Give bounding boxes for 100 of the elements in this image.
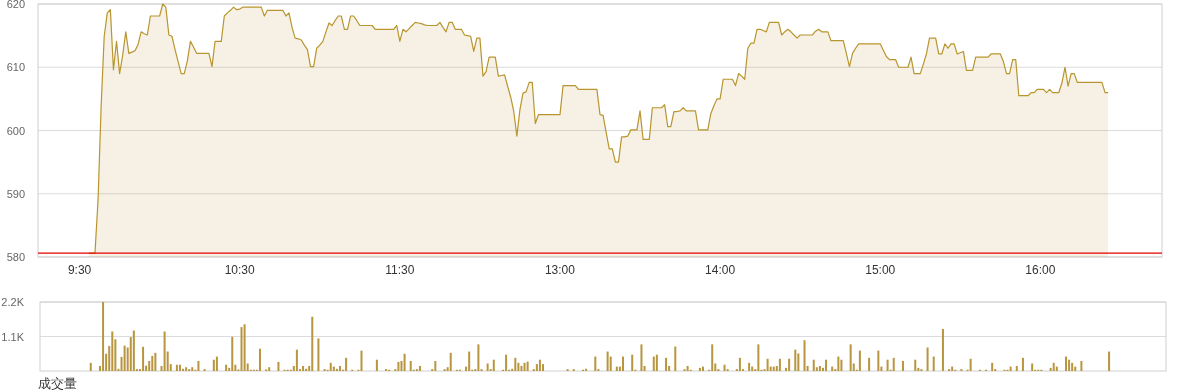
bar <box>154 352 157 371</box>
bar <box>797 353 800 371</box>
bar <box>969 358 972 371</box>
bar <box>449 352 452 371</box>
bar <box>778 358 781 371</box>
bar <box>892 357 895 371</box>
x-tick-label: 9:30 <box>67 263 92 277</box>
bar <box>197 360 200 371</box>
bar <box>652 356 655 371</box>
bar <box>409 360 412 371</box>
bar <box>766 358 769 371</box>
bar <box>585 368 588 371</box>
bar <box>606 351 609 371</box>
bar <box>212 359 215 371</box>
bar <box>535 364 538 371</box>
bar <box>302 365 305 371</box>
bar <box>317 338 320 371</box>
bar <box>643 365 646 371</box>
bar <box>1031 363 1034 371</box>
bar <box>748 362 751 371</box>
bar <box>295 349 298 371</box>
bar <box>151 355 154 371</box>
bar <box>538 359 541 371</box>
bar <box>231 336 234 371</box>
bar <box>1049 367 1052 371</box>
bar <box>111 331 114 371</box>
bar <box>338 365 341 371</box>
bar <box>868 357 871 371</box>
bar <box>477 344 480 371</box>
bar <box>178 364 181 371</box>
bar <box>403 353 406 371</box>
bar <box>1071 362 1074 371</box>
bar <box>517 362 520 371</box>
bar <box>182 368 185 371</box>
bar <box>360 350 363 371</box>
x-tick-label: 16:00 <box>1025 263 1056 277</box>
bar <box>486 363 489 371</box>
bar <box>102 302 105 371</box>
bar <box>89 362 92 371</box>
bar <box>329 362 332 371</box>
bar <box>492 359 495 371</box>
bar <box>674 346 677 371</box>
bar <box>877 350 880 371</box>
bar <box>163 331 166 371</box>
bar <box>640 344 643 371</box>
bar <box>400 360 403 371</box>
bar <box>505 354 508 371</box>
x-tick-label: 11:30 <box>385 263 415 277</box>
bar <box>542 364 545 371</box>
bar <box>526 361 529 371</box>
bar <box>594 356 597 371</box>
bar <box>914 359 917 371</box>
bar <box>1108 351 1111 371</box>
bar <box>901 360 904 371</box>
y-tick-label: 590 <box>6 187 25 200</box>
bar <box>215 356 218 371</box>
y-tick-label: 610 <box>6 61 25 74</box>
bar <box>926 347 929 371</box>
bar <box>1065 356 1068 371</box>
bar <box>757 344 760 371</box>
bar <box>1080 360 1083 371</box>
bar <box>311 316 314 371</box>
bar <box>148 360 151 371</box>
bar <box>686 365 689 371</box>
bar <box>788 358 791 371</box>
bar <box>858 350 861 371</box>
bar <box>849 344 852 371</box>
bar <box>794 349 797 371</box>
x-axis-title: 成交量 <box>38 376 77 391</box>
bar <box>803 340 806 371</box>
bar <box>397 361 400 371</box>
bar <box>142 346 145 371</box>
bar <box>243 324 246 371</box>
bar <box>468 351 471 371</box>
bar <box>631 354 634 371</box>
bar <box>932 356 935 371</box>
bar <box>622 356 624 371</box>
bar <box>818 365 821 371</box>
bar <box>514 357 517 371</box>
x-tick-label: 10:30 <box>224 263 256 277</box>
bar <box>609 356 612 371</box>
bar <box>941 328 944 371</box>
bar <box>123 345 126 371</box>
bar <box>825 359 828 371</box>
bar <box>698 367 701 371</box>
bar <box>711 344 714 371</box>
y-tick-label: 620 <box>6 0 25 10</box>
bar <box>837 356 840 371</box>
x-tick-label: 14:00 <box>705 263 736 277</box>
bar <box>225 364 228 371</box>
bar <box>240 327 243 371</box>
bar <box>991 362 994 371</box>
bar <box>886 359 889 371</box>
y-tick-label: 1.1K <box>1 330 25 343</box>
bar <box>375 359 378 371</box>
bar <box>520 365 523 371</box>
bar <box>1021 357 1024 371</box>
bar <box>132 330 135 371</box>
bar <box>523 362 526 371</box>
bar <box>738 357 741 371</box>
